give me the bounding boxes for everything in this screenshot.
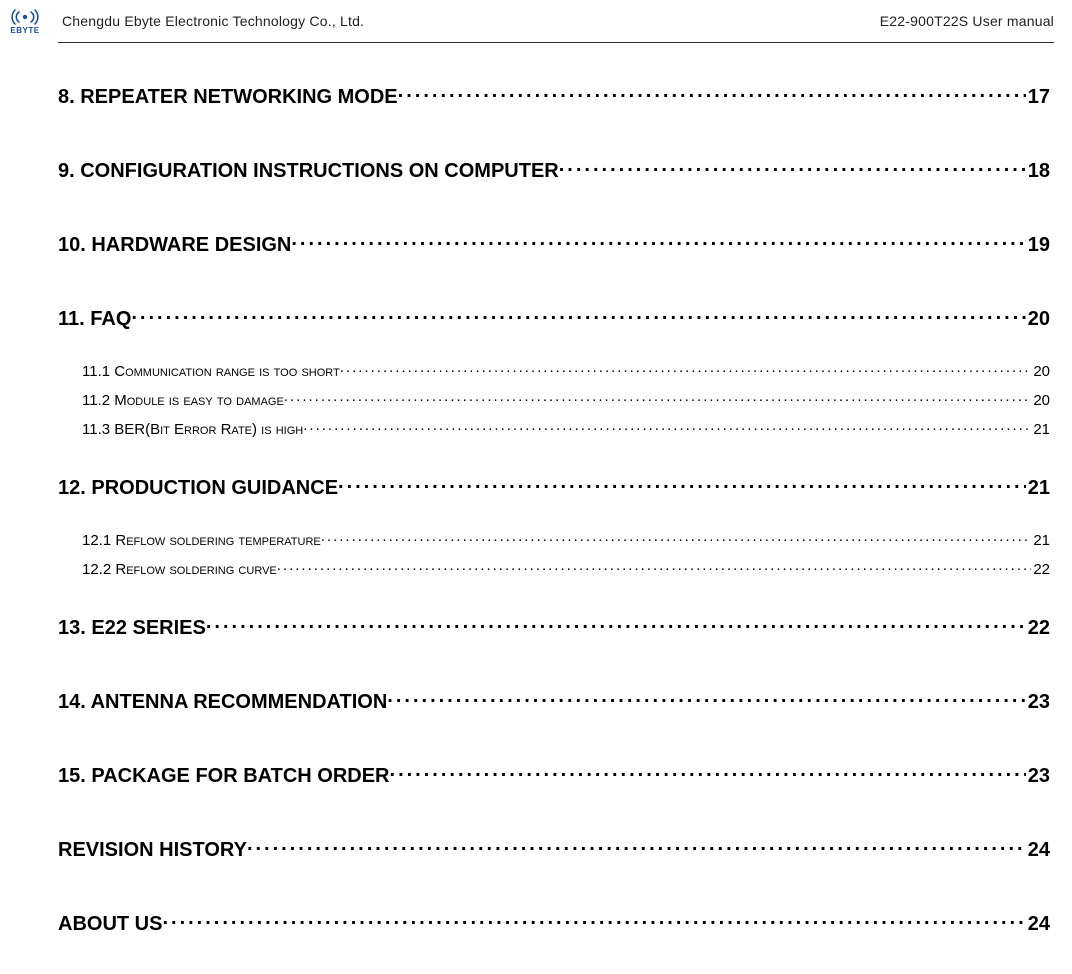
dot-leader [247, 836, 1026, 856]
toc-entry-revision: REVISION HISTORY 24 [58, 836, 1050, 862]
toc-title: REVISION HISTORY [58, 839, 247, 862]
toc-page: 21 [1031, 532, 1050, 549]
toc-page: 20 [1031, 392, 1050, 409]
spacer [58, 588, 1050, 614]
page-header: EBYTE Chengdu Ebyte Electronic Technolog… [0, 0, 1072, 38]
toc-entry-12: 12. PRODUCTION GUIDANCE 21 [58, 474, 1050, 500]
toc-entry-11-1: 11.1 Communication range is too short 20 [58, 361, 1050, 380]
header-company: Chengdu Ebyte Electronic Technology Co.,… [62, 13, 880, 29]
toc-page: 17 [1026, 86, 1050, 109]
toc-entry-15: 15. PACKAGE FOR BATCH ORDER 23 [58, 762, 1050, 788]
dot-leader [131, 305, 1025, 325]
table-of-contents: 8. REPEATER NETWORKING MODE 17 9. CONFIG… [0, 43, 1072, 936]
toc-title: 13. E22 SERIES [58, 617, 206, 640]
header-doc-title: E22-900T22S User manual [880, 13, 1062, 29]
dot-leader [390, 762, 1026, 782]
toc-page: 19 [1026, 234, 1050, 257]
toc-page: 22 [1026, 617, 1050, 640]
toc-title: 11.3 BER(Bit Error Rate) is high [82, 421, 303, 438]
dot-leader [277, 559, 1032, 574]
toc-entry-11-3: 11.3 BER(Bit Error Rate) is high 21 [58, 419, 1050, 438]
toc-title: 14. ANTENNA RECOMMENDATION [58, 691, 387, 714]
dot-leader [398, 83, 1026, 103]
toc-page: 24 [1026, 839, 1050, 862]
toc-title: 12.2 Reflow soldering curve [82, 561, 277, 578]
dot-leader [162, 910, 1025, 930]
toc-title: 12. PRODUCTION GUIDANCE [58, 477, 338, 500]
toc-page: 22 [1031, 561, 1050, 578]
dot-leader [303, 419, 1031, 434]
toc-entry-11-2: 11.2 Module is easy to damage 20 [58, 390, 1050, 409]
toc-title: 11. FAQ [58, 308, 131, 331]
antenna-icon [8, 8, 42, 26]
toc-entry-11: 11. FAQ 20 [58, 305, 1050, 331]
toc-title: 12.1 Reflow soldering temperature [82, 532, 321, 549]
toc-page: 24 [1026, 913, 1050, 936]
dot-leader [338, 474, 1026, 494]
dot-leader [206, 614, 1026, 634]
toc-title: 15. PACKAGE FOR BATCH ORDER [58, 765, 390, 788]
toc-title: 8. REPEATER NETWORKING MODE [58, 86, 398, 109]
toc-page: 18 [1026, 160, 1050, 183]
toc-entry-about: ABOUT US 24 [58, 910, 1050, 936]
toc-title: 11.2 Module is easy to damage [82, 392, 284, 409]
dot-leader [321, 530, 1032, 545]
dot-leader [559, 157, 1026, 177]
toc-title: 10. HARDWARE DESIGN [58, 234, 291, 257]
toc-entry-12-1: 12.1 Reflow soldering temperature 21 [58, 530, 1050, 549]
toc-page: 21 [1026, 477, 1050, 500]
toc-page: 23 [1026, 691, 1050, 714]
toc-entry-14: 14. ANTENNA RECOMMENDATION 23 [58, 688, 1050, 714]
toc-page: 23 [1026, 765, 1050, 788]
toc-title: 9. CONFIGURATION INSTRUCTIONS ON COMPUTE… [58, 160, 559, 183]
toc-title: ABOUT US [58, 913, 162, 936]
toc-title: 11.1 Communication range is too short [82, 363, 340, 380]
dot-leader [387, 688, 1025, 708]
ebyte-logo: EBYTE [4, 4, 46, 38]
page: EBYTE Chengdu Ebyte Electronic Technolog… [0, 0, 1072, 974]
toc-entry-8: 8. REPEATER NETWORKING MODE 17 [58, 83, 1050, 109]
toc-page: 20 [1026, 308, 1050, 331]
toc-entry-9: 9. CONFIGURATION INSTRUCTIONS ON COMPUTE… [58, 157, 1050, 183]
spacer [58, 448, 1050, 474]
toc-entry-13: 13. E22 SERIES 22 [58, 614, 1050, 640]
toc-page: 20 [1031, 363, 1050, 380]
dot-leader [284, 390, 1032, 405]
dot-leader [291, 231, 1025, 251]
dot-leader [340, 361, 1032, 376]
logo-text: EBYTE [10, 27, 39, 35]
toc-entry-10: 10. HARDWARE DESIGN 19 [58, 231, 1050, 257]
toc-entry-12-2: 12.2 Reflow soldering curve 22 [58, 559, 1050, 578]
toc-page: 21 [1031, 421, 1050, 438]
